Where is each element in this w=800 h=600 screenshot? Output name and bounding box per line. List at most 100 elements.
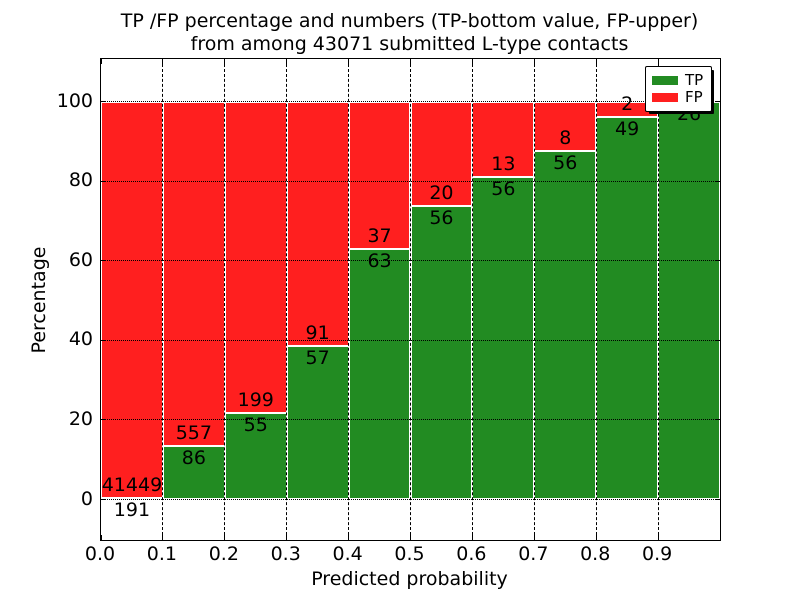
chart-title-line1: TP /FP percentage and numbers (TP-bottom… xyxy=(120,10,699,32)
y-gridline xyxy=(101,260,720,262)
y-gridline xyxy=(101,419,720,421)
y-tick-mark xyxy=(101,499,106,500)
legend-label-tp: TP xyxy=(685,71,704,89)
tp-bar-segment xyxy=(162,446,225,500)
x-gridline xyxy=(162,59,164,540)
fp-color-swatch-icon xyxy=(652,93,678,102)
x-gridline xyxy=(224,59,226,540)
fp-count-label: 20 xyxy=(429,182,454,205)
y-tick-mark xyxy=(715,101,720,103)
plot-area: 41449 191 557 86 199 55 91 57 37 63 20 56 13 56 8 56 2 49… xyxy=(100,58,721,541)
tp-bar-segment xyxy=(286,346,349,500)
x-tick-mark xyxy=(100,59,102,64)
x-tick-label: 0.6 xyxy=(456,543,487,565)
x-tick-label: 0.7 xyxy=(518,543,549,565)
y-tick-mark xyxy=(715,499,720,500)
y-tick-label: 60 xyxy=(68,248,93,271)
tp-count-label: 191 xyxy=(113,498,151,521)
tp-bar-segment xyxy=(472,176,535,500)
y-tick-label: 0 xyxy=(80,487,93,510)
fp-count-label: 41449 xyxy=(101,473,163,496)
tp-count-label: 57 xyxy=(305,347,330,370)
x-gridline xyxy=(595,59,597,540)
tp-bar-segment xyxy=(658,101,720,500)
x-tick-label: 0.5 xyxy=(394,543,425,565)
x-tick-mark xyxy=(224,59,226,64)
fp-bar-segment xyxy=(286,101,349,347)
y-gridline xyxy=(101,339,720,341)
y-tick-mark xyxy=(101,339,106,341)
x-tick-mark xyxy=(533,59,535,64)
fp-bar-segment xyxy=(472,101,535,177)
x-tick-mark xyxy=(224,535,226,540)
y-tick-mark xyxy=(101,180,106,182)
x-tick-mark xyxy=(657,535,659,540)
legend-box: TP FP xyxy=(645,66,712,112)
x-tick-mark xyxy=(595,59,597,64)
x-tick-label: 0.8 xyxy=(580,543,611,565)
fp-count-label: 13 xyxy=(491,152,516,175)
x-tick-mark xyxy=(410,535,411,540)
x-tick-mark xyxy=(162,59,164,64)
x-tick-mark xyxy=(100,535,102,540)
tp-color-swatch-icon xyxy=(652,76,678,85)
x-tick-label: 0.9 xyxy=(641,543,673,565)
x-tick-mark xyxy=(162,535,164,540)
y-tick-mark xyxy=(101,101,106,103)
x-gridline xyxy=(657,59,659,540)
x-gridline xyxy=(286,59,288,540)
x-tick-label: 0.1 xyxy=(146,543,177,565)
tp-count-label: 49 xyxy=(615,118,640,141)
y-gridline xyxy=(101,499,720,500)
y-gridline xyxy=(101,101,720,103)
fp-bar-segment xyxy=(534,101,597,152)
fp-count-label: 8 xyxy=(559,127,572,150)
fp-bar-segment xyxy=(162,101,225,447)
tp-count-label: 56 xyxy=(491,177,516,200)
x-gridline xyxy=(410,59,411,540)
chart-title-line2: from among 43071 submitted L-type contac… xyxy=(190,33,629,55)
tp-count-label: 86 xyxy=(181,447,206,470)
x-tick-mark xyxy=(286,535,288,540)
y-tick-mark xyxy=(101,419,106,421)
x-tick-mark xyxy=(471,535,473,540)
x-tick-mark xyxy=(286,59,288,64)
x-tick-mark xyxy=(410,59,411,64)
tp-bar-segment xyxy=(348,248,411,500)
x-gridline xyxy=(471,59,473,540)
chart-title: TP /FP percentage and numbers (TP-bottom… xyxy=(100,10,719,56)
y-tick-mark xyxy=(715,260,720,262)
y-tick-mark xyxy=(715,419,720,421)
x-tick-mark xyxy=(348,59,350,64)
fp-bar-segment xyxy=(348,101,411,249)
tp-count-label: 55 xyxy=(243,414,268,437)
y-tick-label: 20 xyxy=(68,407,93,430)
tp-count-label: 56 xyxy=(553,152,578,175)
fp-count-label: 557 xyxy=(175,422,212,445)
x-tick-mark xyxy=(595,535,597,540)
x-tick-label: 0.3 xyxy=(270,543,301,565)
y-tick-mark xyxy=(715,339,720,341)
tp-bar-segment xyxy=(410,206,473,500)
y-tick-label: 80 xyxy=(68,169,93,192)
x-tick-mark xyxy=(657,59,659,64)
y-tick-label: 100 xyxy=(56,89,93,112)
x-tick-mark xyxy=(348,535,350,540)
y-tick-mark xyxy=(715,180,720,182)
x-tick-label: 0.0 xyxy=(84,543,116,565)
y-tick-label: 40 xyxy=(68,328,93,351)
x-tick-mark xyxy=(533,535,535,540)
fp-count-label: 199 xyxy=(237,389,274,412)
fp-bar-segment xyxy=(101,101,163,498)
fp-count-label: 91 xyxy=(305,322,330,345)
y-gridline xyxy=(101,180,720,182)
x-gridline xyxy=(533,59,535,540)
x-gridline xyxy=(348,59,350,540)
tp-bar-segment xyxy=(534,151,597,500)
x-tick-label: 0.2 xyxy=(208,543,239,565)
x-tick-label: 0.4 xyxy=(332,543,363,565)
fp-count-label: 37 xyxy=(367,224,392,247)
legend-entry-tp: TP xyxy=(652,72,711,89)
tp-count-label: 63 xyxy=(367,249,392,272)
